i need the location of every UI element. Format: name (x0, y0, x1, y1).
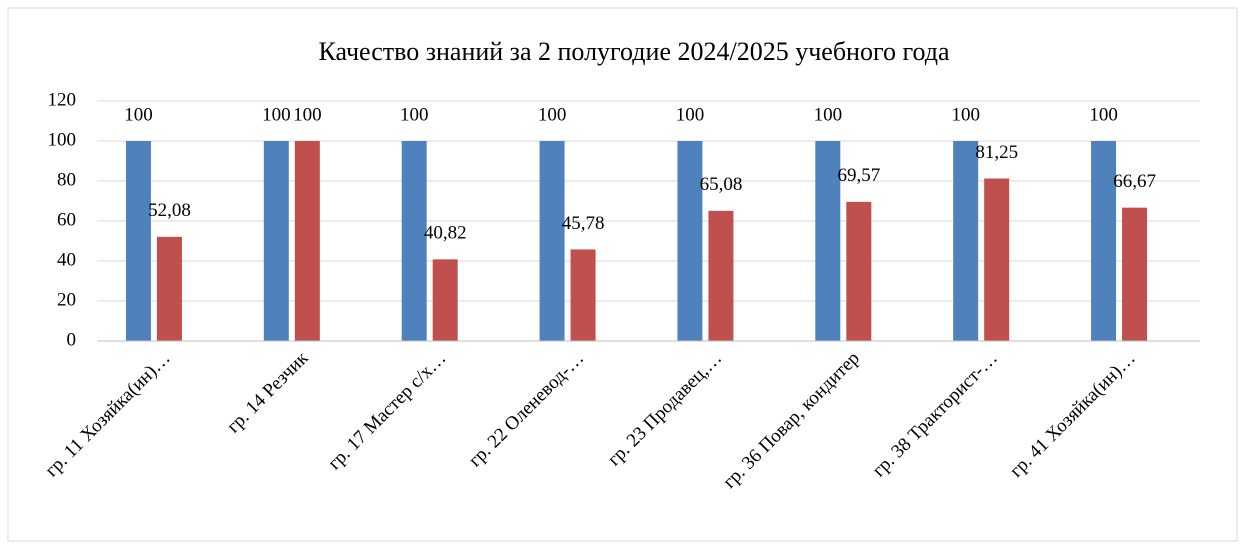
bar (401, 141, 427, 341)
bar (953, 141, 979, 341)
y-tick-label: 0 (67, 329, 77, 350)
bar (432, 259, 458, 341)
y-tick-label: 40 (57, 249, 76, 270)
bar (815, 141, 841, 341)
data-label: 66,67 (1113, 171, 1156, 192)
data-label: 69,57 (837, 165, 880, 186)
chart-border (7, 7, 1238, 542)
bar (539, 141, 565, 341)
bar (263, 141, 289, 341)
data-label: 40,82 (424, 223, 467, 244)
y-tick-label: 80 (57, 169, 76, 190)
bar (294, 141, 320, 341)
data-label: 100 (124, 104, 153, 125)
data-label: 52,08 (148, 200, 191, 221)
data-label: 65,08 (700, 174, 743, 195)
data-label: 45,78 (562, 213, 605, 234)
bar (846, 201, 872, 341)
data-label: 100 (951, 104, 980, 125)
data-label: 100 (262, 104, 291, 125)
data-label: 100 (676, 104, 705, 125)
data-label: 100 (538, 104, 567, 125)
bar (677, 141, 703, 341)
chart-title: Качество знаний за 2 полугодие 2024/2025… (318, 37, 950, 66)
data-label: 100 (814, 104, 843, 125)
data-label: 100 (1089, 104, 1118, 125)
y-tick-label: 120 (48, 89, 77, 110)
bar (984, 178, 1010, 341)
y-tick-label: 20 (57, 289, 76, 310)
bar (125, 141, 151, 341)
bar (1122, 207, 1148, 341)
data-label: 81,25 (975, 142, 1018, 163)
bar (156, 236, 182, 341)
bar (1091, 141, 1117, 341)
y-tick-label: 100 (48, 129, 77, 150)
data-label: 100 (293, 104, 322, 125)
bar (570, 249, 596, 341)
bar (708, 210, 734, 341)
y-tick-label: 60 (57, 209, 76, 230)
data-label: 100 (400, 104, 429, 125)
